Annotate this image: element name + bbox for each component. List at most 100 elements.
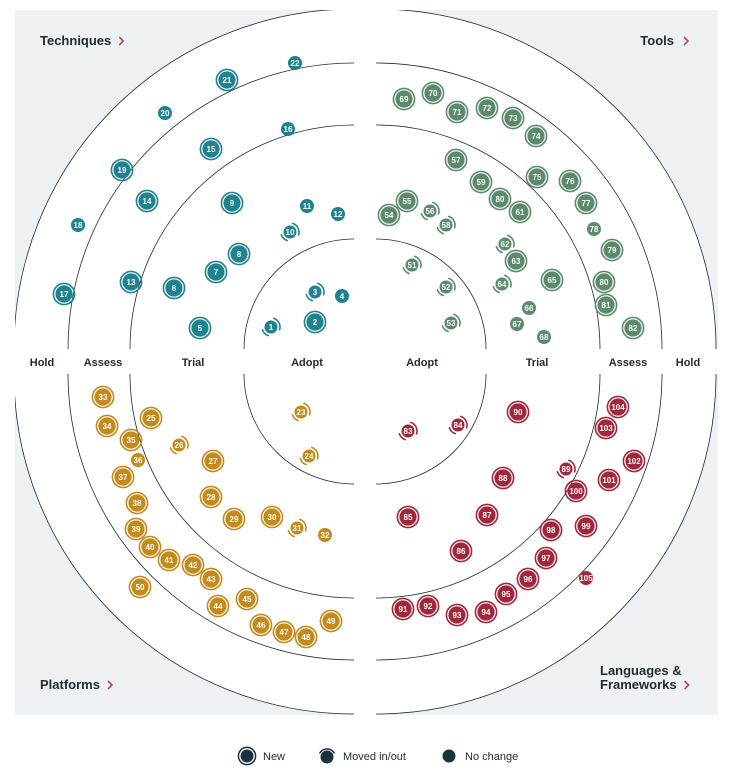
blip-57[interactable]: 57 <box>444 148 468 172</box>
blip-3[interactable]: 3 <box>305 282 325 302</box>
blip-4[interactable]: 4 <box>335 289 349 303</box>
blip-25[interactable]: 25 <box>139 406 163 430</box>
blip-34[interactable]: 34 <box>95 414 119 438</box>
blip-15[interactable]: 15 <box>199 137 223 161</box>
blip-65[interactable]: 65 <box>540 268 564 292</box>
blip-54[interactable]: 54 <box>377 203 401 227</box>
blip-103[interactable]: 103 <box>594 416 618 440</box>
blip-47[interactable]: 47 <box>272 620 296 644</box>
blip-36[interactable]: 36 <box>131 453 145 467</box>
blip-59[interactable]: 59 <box>469 170 493 194</box>
blip-5[interactable]: 5 <box>188 316 212 340</box>
blip-48[interactable]: 48 <box>294 625 318 649</box>
blip-32[interactable]: 32 <box>318 528 332 542</box>
blip-52[interactable]: 52 <box>436 277 456 297</box>
blip-69[interactable]: 69 <box>392 87 416 111</box>
blip-49[interactable]: 49 <box>319 609 343 633</box>
blip-105[interactable]: 105 <box>579 571 593 585</box>
blip-11[interactable]: 11 <box>300 199 314 213</box>
blip-67[interactable]: 67 <box>510 317 524 331</box>
blip-73[interactable]: 73 <box>501 106 525 130</box>
quadrant-title-techniques[interactable]: Techniques <box>40 33 125 48</box>
blip-46[interactable]: 46 <box>249 613 273 637</box>
blip-93[interactable]: 93 <box>445 603 469 627</box>
blip-37[interactable]: 37 <box>111 465 135 489</box>
blip-99[interactable]: 99 <box>574 514 598 538</box>
blip-80[interactable]: 80 <box>592 270 616 294</box>
blip-97[interactable]: 97 <box>534 546 558 570</box>
blip-72[interactable]: 72 <box>475 96 499 120</box>
blip-85[interactable]: 85 <box>396 505 420 529</box>
blip-1[interactable]: 1 <box>261 317 281 337</box>
blip-41[interactable]: 41 <box>157 548 181 572</box>
blip-84[interactable]: 84 <box>448 415 468 435</box>
blip-26[interactable]: 26 <box>169 435 189 455</box>
blip-10[interactable]: 10 <box>280 222 300 242</box>
blip-35[interactable]: 35 <box>119 428 143 452</box>
blip-77[interactable]: 77 <box>574 191 598 215</box>
blip-29[interactable]: 29 <box>222 507 246 531</box>
blip-7[interactable]: 7 <box>204 260 228 284</box>
blip-74[interactable]: 74 <box>524 124 548 148</box>
blip-56[interactable]: 56 <box>420 201 440 221</box>
blip-98[interactable]: 98 <box>539 518 563 542</box>
blip-44[interactable]: 44 <box>206 594 230 618</box>
blip-50[interactable]: 50 <box>128 575 152 599</box>
blip-12[interactable]: 12 <box>331 207 345 221</box>
blip-63[interactable]: 63 <box>504 249 528 273</box>
blip-95[interactable]: 95 <box>494 582 518 606</box>
blip-22[interactable]: 22 <box>288 56 302 70</box>
blip-17[interactable]: 17 <box>52 282 76 306</box>
chevron-right-icon[interactable] <box>684 680 690 690</box>
blip-62[interactable]: 62 <box>495 234 515 254</box>
blip-79[interactable]: 79 <box>600 238 624 262</box>
blip-21[interactable]: 21 <box>215 68 239 92</box>
blip-66[interactable]: 66 <box>522 301 536 315</box>
blip-68[interactable]: 68 <box>537 330 551 344</box>
blip-9[interactable]: 9 <box>220 191 244 215</box>
quadrant-title-tools[interactable]: Tools <box>640 33 690 48</box>
blip-45[interactable]: 45 <box>235 587 259 611</box>
blip-90[interactable]: 90 <box>506 400 530 424</box>
blip-83[interactable]: 83 <box>398 421 418 441</box>
blip-76[interactable]: 76 <box>558 169 582 193</box>
blip-58[interactable]: 58 <box>436 215 456 235</box>
blip-42[interactable]: 42 <box>181 553 205 577</box>
blip-23[interactable]: 23 <box>291 402 311 422</box>
blip-38[interactable]: 38 <box>125 491 149 515</box>
blip-55[interactable]: 55 <box>395 189 419 213</box>
blip-13[interactable]: 13 <box>119 270 143 294</box>
blip-40[interactable]: 40 <box>138 535 162 559</box>
blip-24[interactable]: 24 <box>299 446 319 466</box>
blip-96[interactable]: 96 <box>516 567 540 591</box>
chevron-right-icon[interactable] <box>107 680 114 690</box>
blip-87[interactable]: 87 <box>475 503 499 527</box>
blip-92[interactable]: 92 <box>416 594 440 618</box>
blip-70[interactable]: 70 <box>421 81 445 105</box>
chevron-right-icon[interactable] <box>683 36 690 46</box>
chevron-right-icon[interactable] <box>118 36 125 46</box>
blip-18[interactable]: 18 <box>71 218 85 232</box>
blip-20[interactable]: 20 <box>158 106 172 120</box>
blip-33[interactable]: 33 <box>91 385 115 409</box>
blip-16[interactable]: 16 <box>281 122 295 136</box>
blip-89[interactable]: 89 <box>556 459 576 479</box>
blip-101[interactable]: 101 <box>597 468 621 492</box>
blip-27[interactable]: 27 <box>201 449 225 473</box>
blip-80[interactable]: 80 <box>488 187 512 211</box>
blip-94[interactable]: 94 <box>474 600 498 624</box>
blip-19[interactable]: 19 <box>110 158 134 182</box>
blip-30[interactable]: 30 <box>260 505 284 529</box>
blip-81[interactable]: 81 <box>594 293 618 317</box>
blip-75[interactable]: 75 <box>525 165 549 189</box>
blip-39[interactable]: 39 <box>124 517 148 541</box>
blip-14[interactable]: 14 <box>135 189 159 213</box>
blip-88[interactable]: 88 <box>491 466 515 490</box>
blip-43[interactable]: 43 <box>199 567 223 591</box>
blip-104[interactable]: 104 <box>606 395 630 419</box>
blip-78[interactable]: 78 <box>587 222 601 236</box>
blip-102[interactable]: 102 <box>622 449 646 473</box>
blip-8[interactable]: 8 <box>227 242 251 266</box>
blip-64[interactable]: 64 <box>492 274 512 294</box>
blip-100[interactable]: 100 <box>564 479 588 503</box>
